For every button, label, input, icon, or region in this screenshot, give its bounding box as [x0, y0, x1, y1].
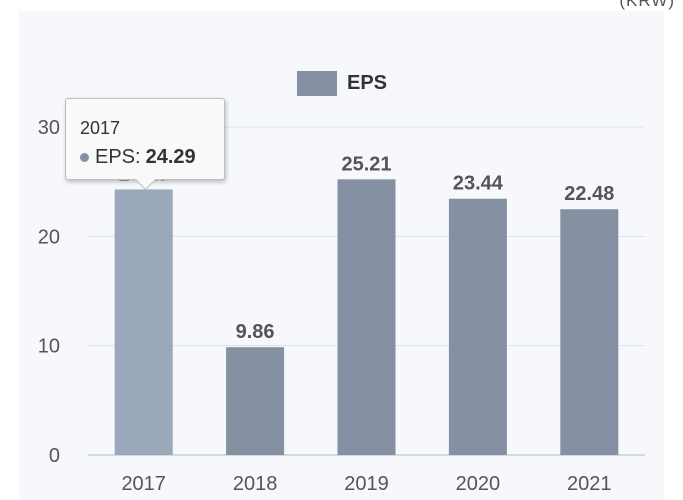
x-tick-label: 2020: [456, 473, 501, 495]
chart-tooltip: 2017 EPS: 24.29: [65, 98, 225, 191]
tooltip-row: EPS: 24.29: [80, 146, 210, 169]
data-label: 9.86: [236, 321, 275, 343]
legend-swatch: [297, 70, 337, 96]
bar: [337, 179, 396, 455]
x-tick-label: 2019: [344, 473, 389, 495]
y-tick-label: 0: [49, 445, 60, 467]
data-label: 22.48: [564, 183, 614, 205]
y-tick-label: 20: [38, 226, 60, 248]
data-label: 25.21: [341, 153, 391, 175]
y-tick-label: 10: [38, 336, 60, 358]
tooltip-series-dot: [80, 153, 89, 162]
tooltip-category: 2017: [80, 118, 121, 138]
x-tick-label: 2017: [121, 473, 166, 495]
tooltip-value: 24.29: [145, 146, 196, 168]
data-label: 23.44: [453, 173, 504, 195]
y-tick-label: 30: [38, 117, 60, 139]
bar: [226, 347, 285, 455]
top-unit-fragment: (KRW): [619, 0, 675, 10]
bar: [560, 209, 619, 455]
x-tick-label: 2018: [233, 473, 278, 495]
bar: [114, 189, 173, 456]
legend-label: EPS: [347, 71, 388, 94]
tooltip-series-name: EPS:: [95, 146, 141, 168]
chart-legend[interactable]: EPS: [297, 70, 387, 96]
x-tick-label: 2021: [567, 473, 612, 495]
bar: [448, 198, 507, 456]
